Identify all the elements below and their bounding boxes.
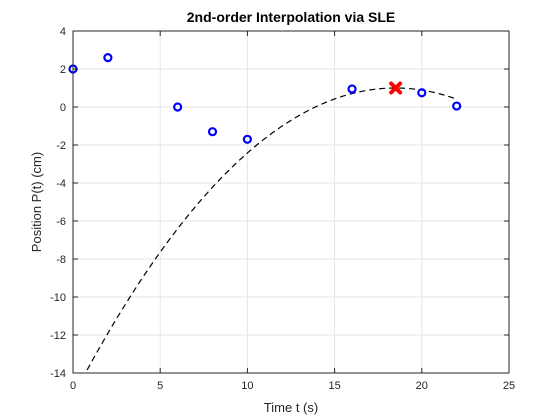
x-tick-label: 5 — [157, 380, 163, 392]
y-tick-label: -8 — [56, 254, 66, 266]
data-point — [242, 134, 252, 144]
curve-layer — [84, 87, 457, 373]
data-point — [173, 102, 183, 112]
x-tick-label: 15 — [328, 380, 340, 392]
x-tick-label: 10 — [241, 380, 253, 392]
y-tick-label: 2 — [60, 64, 66, 76]
y-tick-label: 4 — [60, 26, 66, 38]
ticks: 0 5 10 15 20 25 -14 -12 -10 -8 -6 -4 -2 0 2 4 — [50, 26, 515, 392]
plot-area — [73, 31, 509, 373]
chart-title: 2nd-order Interpolation via SLE — [187, 9, 395, 25]
data-point — [207, 127, 218, 137]
x-tick-label: 0 — [70, 380, 76, 392]
y-tick-label: -6 — [56, 216, 66, 228]
y-tick-label: -2 — [56, 140, 66, 152]
x-tick-label: 20 — [416, 380, 428, 392]
axes-box — [72, 30, 510, 374]
data-point — [103, 52, 113, 63]
data-point — [417, 88, 427, 98]
y-axis-label: Position P(t) (cm) — [29, 152, 44, 252]
y-tick-label: -4 — [56, 178, 66, 190]
estimated-point-marker — [389, 81, 403, 95]
y-tick-label: -14 — [50, 368, 66, 380]
data-point — [452, 101, 462, 111]
y-tick-label: 0 — [60, 102, 66, 114]
y-tick-label: -10 — [50, 292, 66, 304]
x-tick-label: 25 — [503, 380, 515, 392]
interpolation-curve — [84, 87, 457, 373]
y-tick-label: -12 — [50, 330, 66, 342]
data-point — [347, 84, 357, 94]
x-axis-label: Time t (s) — [264, 400, 318, 415]
